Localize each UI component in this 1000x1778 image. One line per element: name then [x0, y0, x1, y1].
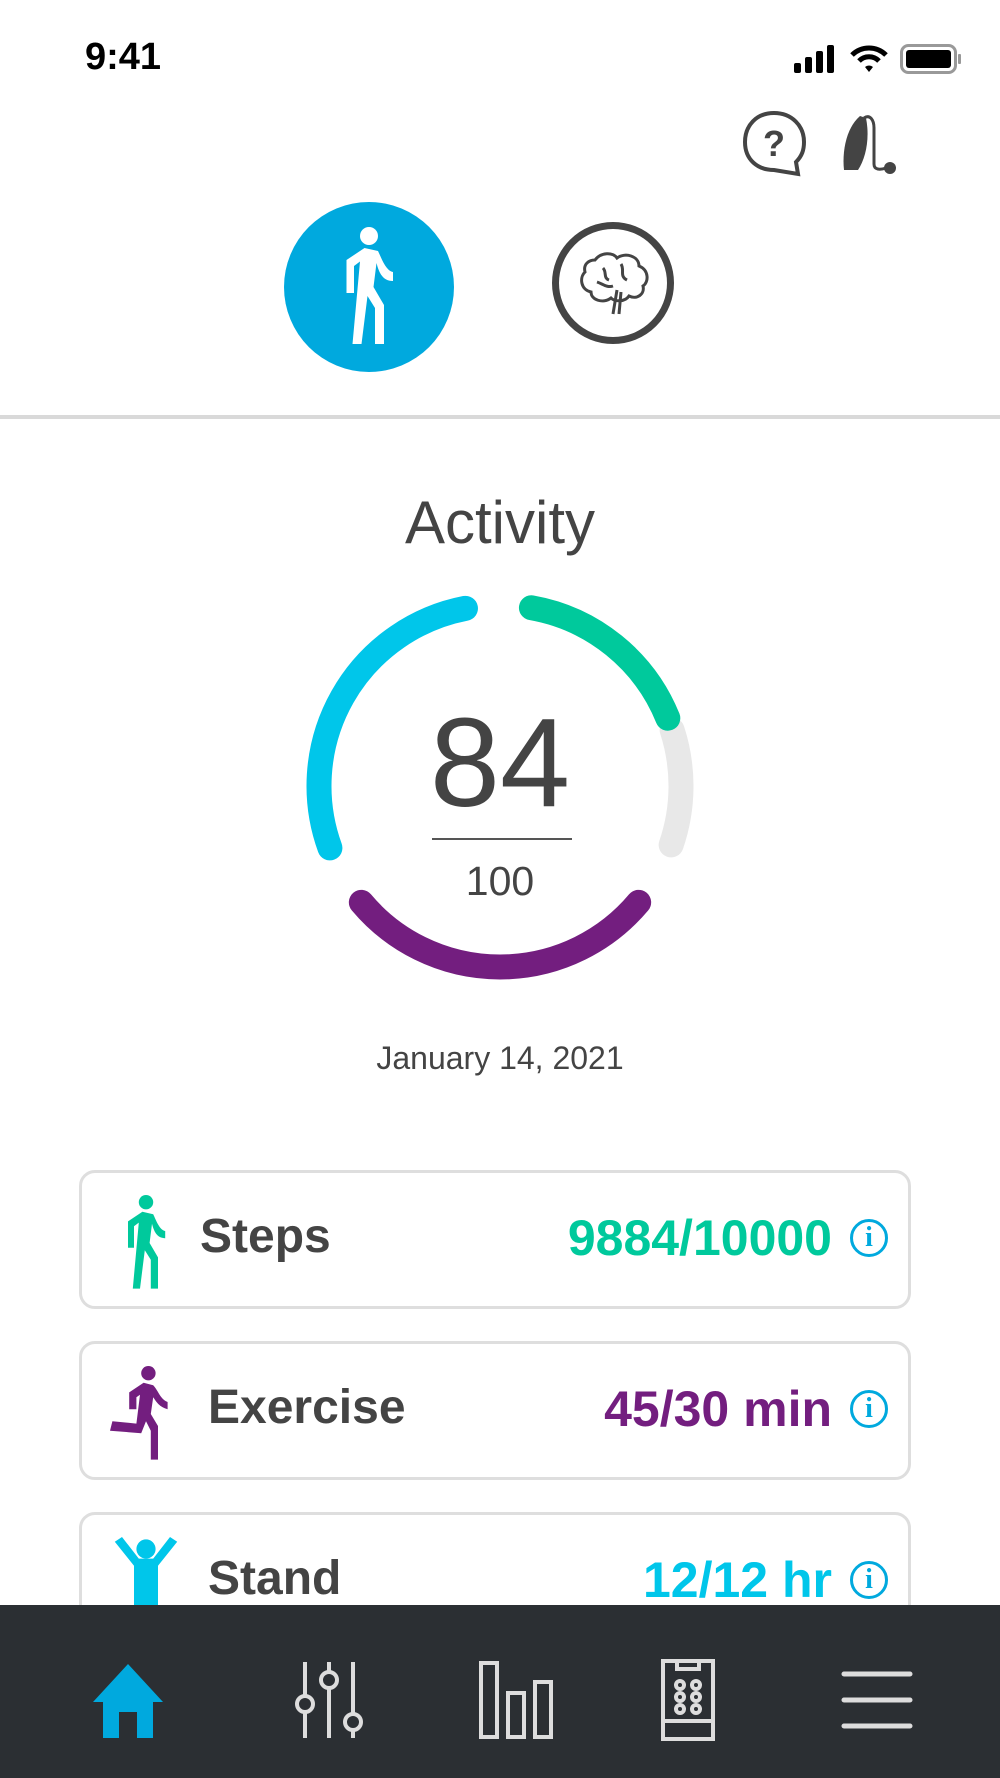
remote-control-icon — [661, 1659, 715, 1741]
info-icon[interactable]: i — [850, 1561, 888, 1599]
page-title: Activity — [404, 489, 596, 556]
bar-chart-icon — [479, 1661, 553, 1739]
activity-max-score: 100 — [465, 858, 535, 904]
activity-mode-button[interactable] — [284, 202, 454, 372]
stand-label: Stand — [208, 1552, 342, 1605]
sliders-icon — [295, 1662, 363, 1738]
exercise-label: Exercise — [208, 1381, 406, 1434]
brain-icon — [580, 252, 649, 315]
bottom-nav — [0, 1605, 1000, 1778]
nav-adjust[interactable] — [289, 1655, 369, 1745]
steps-label: Steps — [200, 1210, 331, 1263]
help-bubble-icon[interactable]: ? — [738, 108, 810, 180]
svg-text:?: ? — [763, 123, 785, 164]
battery-icon — [900, 44, 961, 74]
activity-score: 84 — [429, 692, 571, 833]
ring-stand-segment — [306, 595, 478, 861]
ring-track — [658, 717, 694, 858]
menu-icon — [841, 1671, 913, 1729]
score-divider — [432, 838, 572, 840]
standing-icon — [114, 1537, 178, 1633]
ring-exercise-segment — [348, 889, 652, 980]
running-icon — [110, 1366, 168, 1460]
nav-stats[interactable] — [476, 1655, 556, 1745]
walking-icon — [346, 227, 393, 344]
nav-home[interactable] — [88, 1655, 168, 1745]
walking-icon — [128, 1195, 166, 1289]
nav-remote[interactable] — [648, 1655, 728, 1745]
exercise-card[interactable]: Exercise 45/30 min i — [79, 1341, 911, 1480]
stand-value: 12/12 hr — [642, 1552, 832, 1608]
hearing-aid-icon[interactable] — [836, 108, 908, 180]
steps-value: 9884/10000 — [567, 1210, 832, 1266]
nav-menu[interactable] — [837, 1655, 917, 1745]
home-icon — [93, 1664, 163, 1738]
ring-steps-segment — [518, 595, 681, 731]
info-icon[interactable]: i — [850, 1219, 888, 1257]
brain-mode-button[interactable] — [552, 222, 674, 344]
activity-date: January 14, 2021 — [376, 1040, 624, 1076]
signal-icon — [794, 45, 834, 73]
wifi-icon — [850, 45, 888, 72]
header-divider — [0, 415, 1000, 419]
exercise-value: 45/30 min — [604, 1381, 832, 1437]
steps-card[interactable]: Steps 9884/10000 i — [79, 1170, 911, 1309]
status-indicators — [794, 44, 962, 74]
info-icon[interactable]: i — [850, 1390, 888, 1428]
activity-ring — [306, 595, 694, 980]
status-time: 9:41 — [85, 36, 162, 78]
